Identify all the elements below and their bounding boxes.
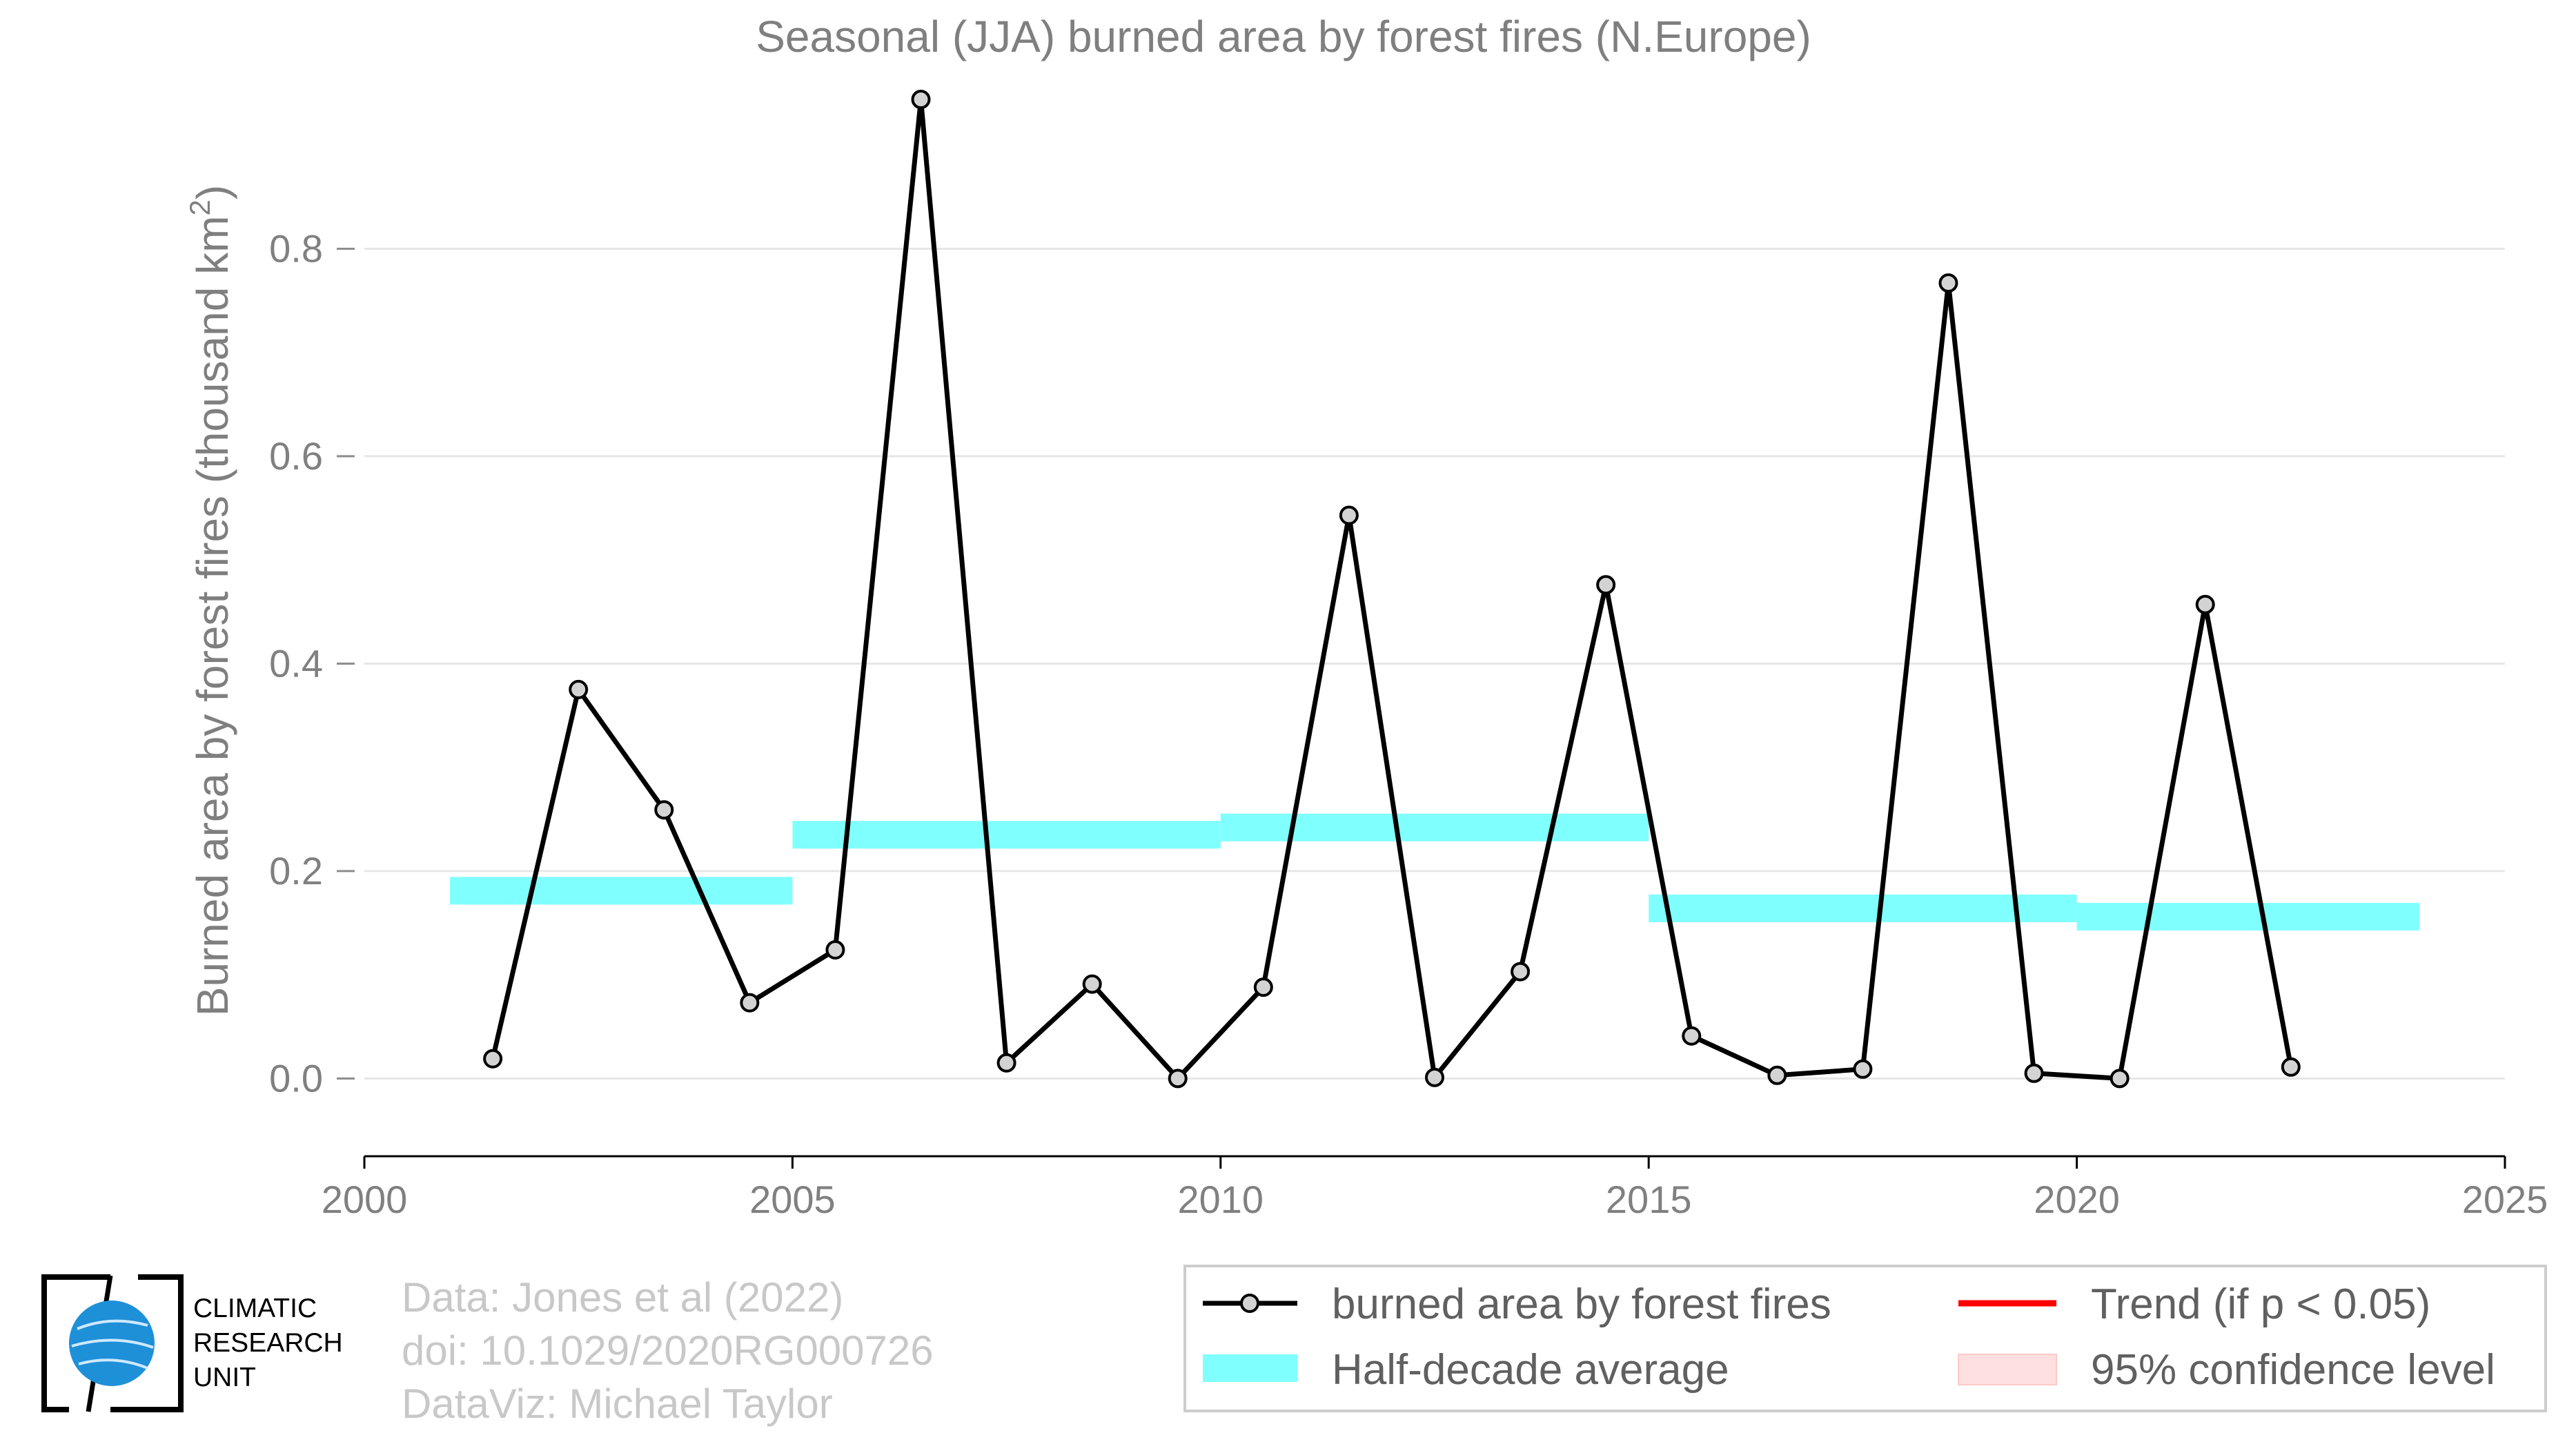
data-point [1339,505,1359,525]
data-point [1082,974,1102,994]
legend-label: burned area by forest fires [1332,1280,1831,1328]
data-point [2024,1063,2044,1083]
data-point [2110,1069,2130,1089]
y-tick-label: 0.6 [269,434,323,478]
data-point [569,679,589,699]
data-point [911,90,931,110]
cru-logo: CLIMATIC RESEARCH UNIT [41,1274,343,1412]
x-tick-label: 2000 [322,1178,408,1221]
data-point [2195,594,2215,614]
y-tick-label: 0.4 [269,641,323,685]
globe-swirl [71,1319,154,1370]
legend-item-confidence: 95% confidence level [1958,1346,2495,1394]
burned-area-series [483,90,2301,1089]
x-tick-label: 2025 [2462,1178,2548,1221]
half-decade-bar [450,877,793,905]
y-tick-label: 0.8 [269,226,323,270]
gridlines [364,247,2505,1080]
data-point [825,940,845,960]
x-tick-label: 2020 [2034,1178,2120,1221]
half-decade-bar [1220,813,1649,841]
x-tick-label: 2010 [1178,1178,1264,1221]
legend-label: 95% confidence level [2091,1346,2495,1394]
logo-bracket-left [41,1274,110,1412]
legend-label: Trend (if p < 0.05) [2091,1280,2430,1328]
y-axis-label: Burned area by forest fires (thousand km… [184,185,237,1016]
data-point [1253,977,1273,997]
legend-band-swatch [1203,1354,1297,1382]
logo-text-line-2: RESEARCH [193,1328,343,1358]
half-decade-bar [1649,894,2077,922]
half-decade-bar [2076,902,2419,931]
y-tick-label: 0.2 [269,849,323,893]
legend-confidence-swatch [1958,1354,2057,1385]
legend-marker-swatch [1240,1294,1259,1313]
credit-doi: doi: 10.1029/2020RG000726 [402,1327,934,1374]
x-tick-label: 2005 [749,1178,836,1221]
data-point [1511,962,1531,982]
credit-data-source: Data: Jones et al (2022) [402,1274,843,1321]
data-point [1938,273,1958,293]
data-point [740,993,760,1013]
legend-item-half-decade: Half-decade average [1203,1346,1729,1394]
half-decade-average-series [450,813,2419,931]
data-point [1682,1026,1702,1046]
y-tick-label: 0.0 [269,1056,323,1100]
logo-text-line-3: UNIT [193,1363,256,1392]
legend: burned area by forest fires Trend (if p … [1183,1265,2547,1412]
data-point [996,1053,1016,1073]
legend-item-burned-area: burned area by forest fires [1203,1280,1831,1328]
series-line [490,97,2294,1081]
chart-title: Seasonal (JJA) burned area by forest fir… [756,12,1811,61]
half-decade-bar [792,821,1221,849]
data-point [1425,1067,1444,1087]
data-point [2281,1057,2301,1077]
data-point [1767,1065,1787,1085]
logo-bracket-right [110,1274,184,1412]
data-point [483,1049,503,1069]
data-point [1853,1059,1873,1079]
logo-text-line-1: CLIMATIC [193,1294,317,1323]
legend-box [1183,1265,2547,1412]
legend-item-trend: Trend (if p < 0.05) [1958,1280,2430,1328]
credit-dataviz: DataViz: Michael Taylor [402,1381,833,1427]
legend-label: Half-decade average [1332,1346,1729,1394]
x-axis: 2000 2005 2010 2015 2020 2025 [322,1155,2548,1221]
y-axis-ticks: 0.0 0.2 0.4 0.6 0.8 [269,226,355,1100]
data-point [654,800,674,820]
data-point [1596,575,1616,595]
data-point [1168,1069,1188,1089]
x-tick-label: 2015 [1606,1178,1692,1221]
